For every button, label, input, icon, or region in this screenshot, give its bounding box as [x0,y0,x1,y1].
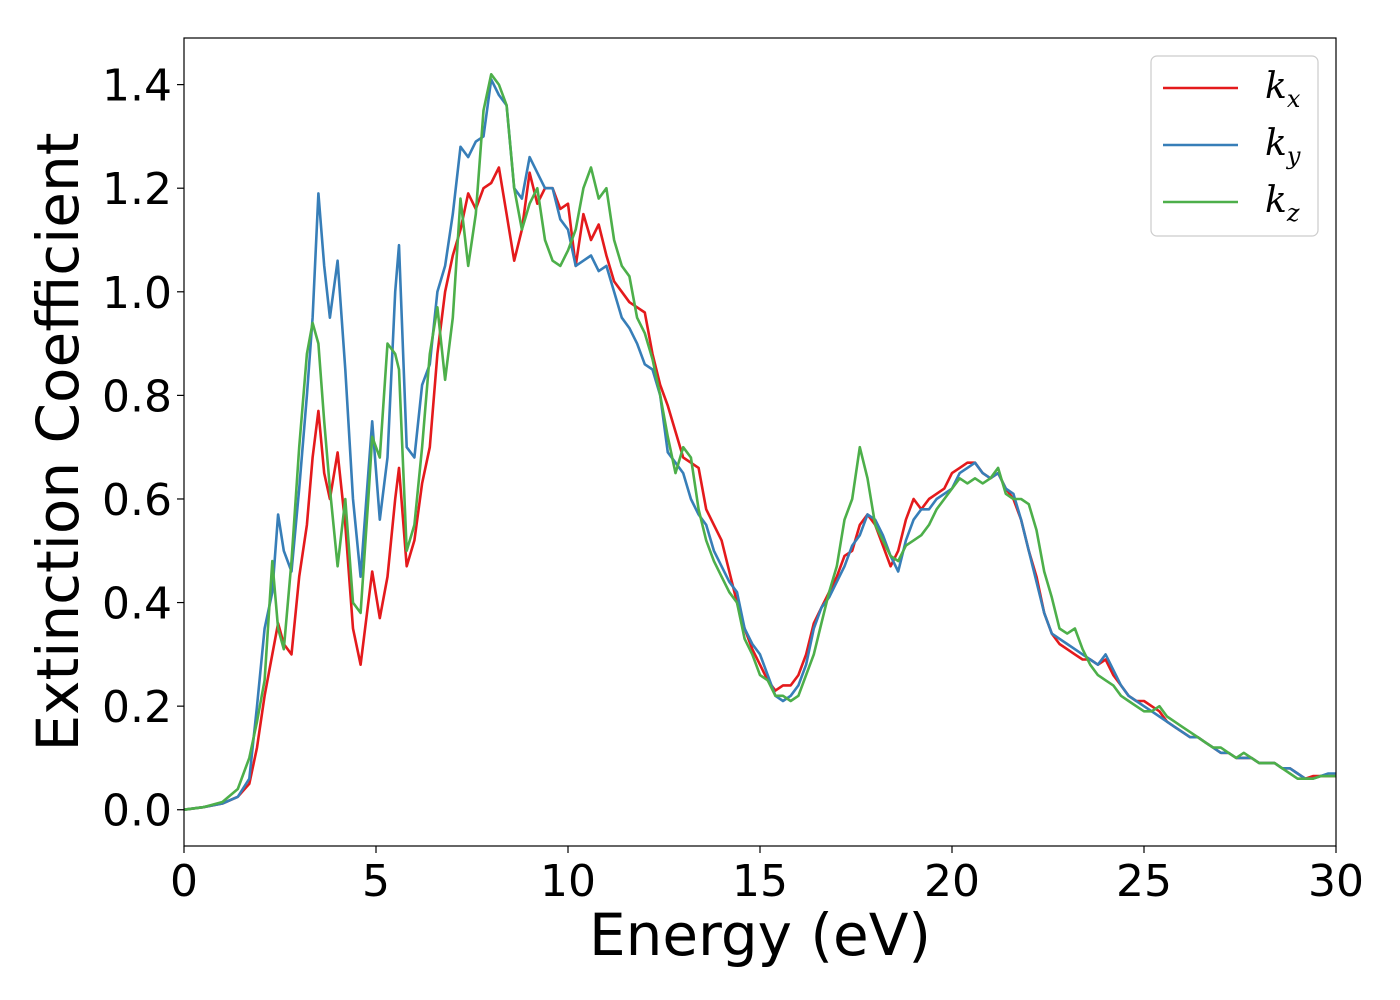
x-tick-label: 20 [924,856,980,907]
legend-label-kx: kx [1265,66,1301,113]
y-tick-label: 0.4 [102,579,172,630]
x-tick-label: 10 [540,856,596,907]
legend-label-subscript: y [1286,142,1301,170]
x-tick-label: 25 [1116,856,1172,907]
legend-label-base: k [1265,180,1287,221]
y-tick-label: 1.0 [102,268,172,319]
y-tick-label: 0.8 [102,371,172,422]
x-tick-label: 15 [732,856,788,907]
x-axis-title: Energy (eV) [589,901,931,969]
x-axis: 0 5 10 15 20 25 30 [170,846,1364,907]
y-tick-label: 0.2 [102,682,172,733]
series-line-kz [183,73,1336,811]
legend-label-ky: ky [1265,123,1301,170]
legend-label-subscript: x [1287,85,1301,113]
y-tick-label: 1.2 [102,164,172,215]
y-tick-label: 0.0 [102,786,172,837]
x-tick-label: 5 [362,856,390,907]
series-layer [183,73,1336,811]
series-line-ky [183,78,1336,811]
y-tick-label: 0.6 [102,475,172,526]
y-axis-title: Extinction Coefficient [24,133,92,752]
y-tick-label: 1.4 [102,61,172,112]
legend-label-base: k [1265,66,1287,107]
x-tick-label: 30 [1308,856,1364,907]
x-tick-label: 0 [170,856,198,907]
legend-label-base: k [1265,123,1287,164]
legend-label-subscript: z [1286,199,1300,227]
y-axis: 0.0 0.2 0.4 0.6 0.8 1.0 1.2 1.4 [102,61,184,837]
legend-label-kz: kz [1265,180,1300,227]
